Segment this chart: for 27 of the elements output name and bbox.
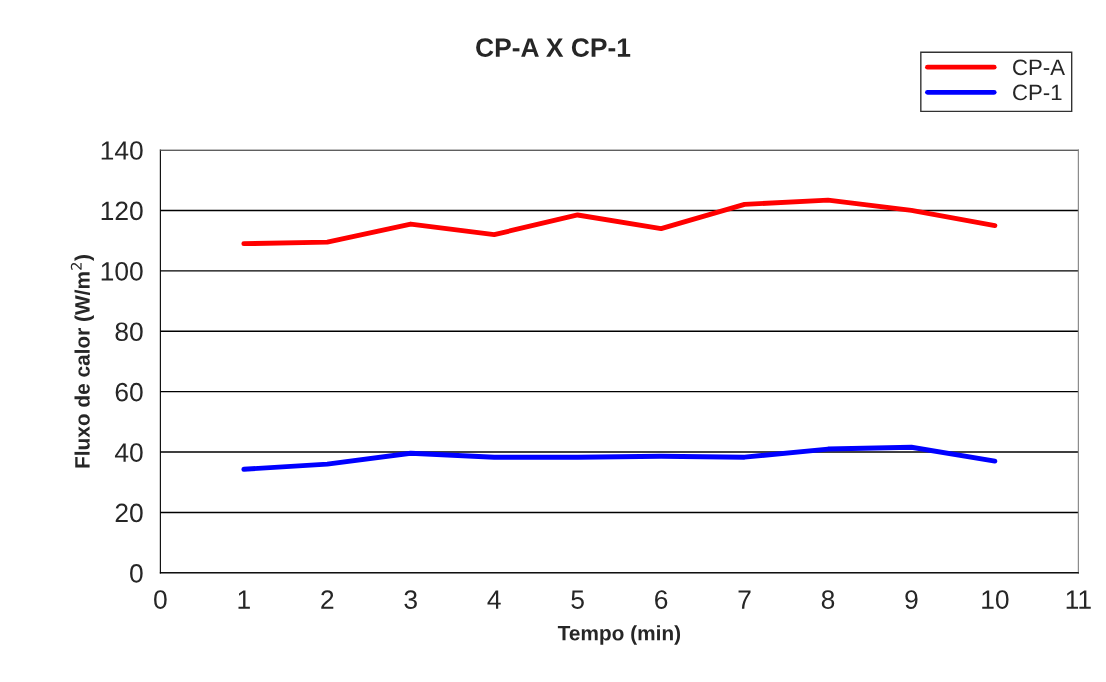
legend-label: CP-1: [1013, 84, 1062, 101]
chart-title: CP-A X CP-1: [476, 38, 631, 57]
x-tick-label: 1: [238, 590, 250, 609]
y-tick-label: 0: [130, 564, 143, 583]
x-tick-label: 8: [821, 590, 835, 609]
y-tick-label: 100: [101, 261, 143, 281]
y-tick-label: 140: [101, 141, 143, 160]
y-tick-label: 60: [115, 382, 143, 402]
x-tick-label: 7: [738, 590, 751, 609]
x-tick-label: 0: [154, 590, 167, 609]
y-tick-label: 20: [115, 503, 143, 523]
x-tick-label: 11: [1066, 590, 1091, 609]
y-tick-label: 120: [101, 201, 143, 221]
x-tick-label: 3: [404, 590, 417, 609]
legend-label: CP-A: [1013, 59, 1065, 76]
line-series: [241, 444, 998, 472]
y-axis-title: Fluxo de calor (W/m$^{2}$): [70, 255, 94, 468]
y-tick-label: 40: [114, 443, 143, 462]
line-series: [241, 197, 998, 247]
x-tick-label: 5: [571, 590, 584, 609]
x-tick-label: 2: [321, 590, 334, 609]
x-axis-title: Tempo (min): [557, 625, 681, 645]
x-tick-label: 9: [905, 590, 918, 609]
x-tick-label: 6: [655, 590, 668, 609]
y-tick-label: 80: [115, 322, 143, 342]
x-tick-label: 4: [487, 590, 501, 609]
x-tick-label: 10: [982, 590, 1009, 609]
